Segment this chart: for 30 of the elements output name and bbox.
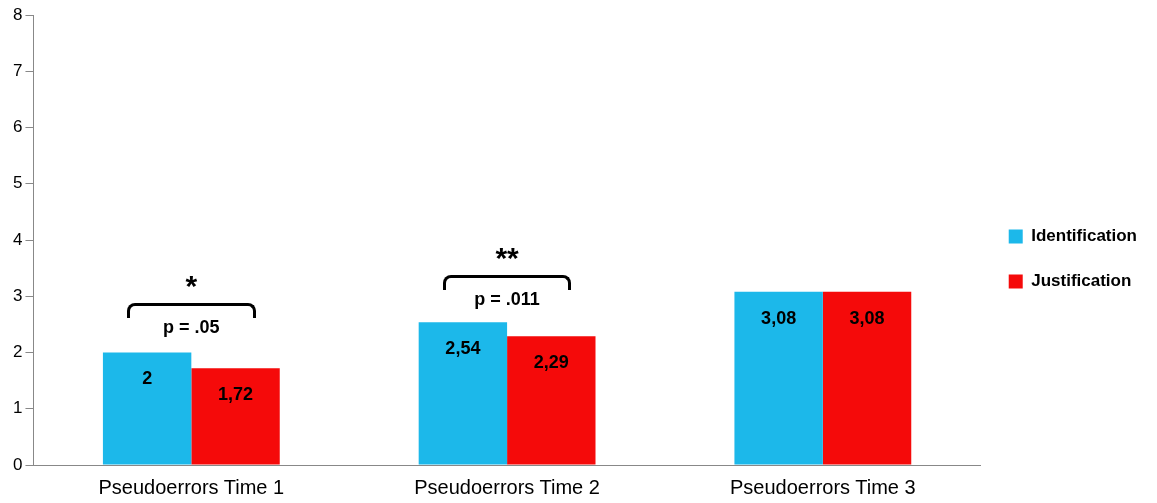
bar bbox=[191, 368, 280, 465]
data-label: 3,08 bbox=[761, 307, 797, 328]
bar bbox=[102, 352, 192, 465]
annotation: * bbox=[185, 269, 198, 303]
data-label: 2,54 bbox=[445, 338, 481, 359]
annotation: p = .05 bbox=[163, 316, 220, 338]
y-tick-label: 5 bbox=[12, 173, 23, 193]
y-tick-label: 3 bbox=[12, 285, 23, 305]
annotation: ** bbox=[495, 241, 519, 275]
x-tick-label: Pseudoerrors Time 2 bbox=[414, 475, 600, 498]
bar bbox=[734, 291, 823, 465]
bar bbox=[507, 336, 596, 465]
y-tick-label: 2 bbox=[12, 342, 23, 362]
y-tick-label: 7 bbox=[12, 60, 23, 80]
y-tick-label: 6 bbox=[12, 117, 23, 137]
annotation: p = .011 bbox=[474, 288, 540, 310]
data-label: 3,08 bbox=[849, 307, 885, 328]
bar bbox=[822, 291, 912, 465]
bar bbox=[418, 322, 508, 465]
data-label: 2 bbox=[142, 368, 153, 389]
y-tick-label: 4 bbox=[12, 229, 23, 249]
legend-label: Identification bbox=[1031, 226, 1137, 246]
x-tick-label: Pseudoerrors Time 3 bbox=[730, 475, 916, 498]
y-tick-label: 8 bbox=[12, 4, 23, 24]
y-tick-label: 1 bbox=[12, 398, 23, 418]
x-tick-label: Pseudoerrors Time 1 bbox=[98, 475, 285, 498]
legend-label: Justification bbox=[1031, 271, 1132, 291]
y-tick-label: 0 bbox=[12, 454, 23, 474]
data-label: 1,72 bbox=[218, 384, 254, 405]
data-label: 2,29 bbox=[533, 352, 569, 373]
